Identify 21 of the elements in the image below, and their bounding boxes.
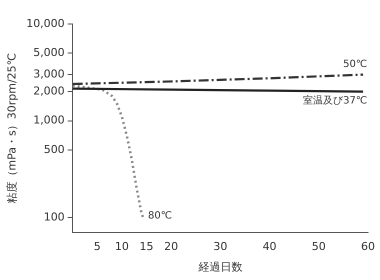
x-tick-label: 30 [213, 240, 228, 254]
x-tick-label: 20 [164, 240, 178, 254]
series-label: 80℃ [148, 210, 172, 222]
x-tick-label: 50 [312, 240, 326, 254]
y-tick-label: 10,000 [26, 16, 65, 30]
y-tick-label: 500 [44, 142, 65, 156]
x-axis-title: 経過日数 [197, 260, 242, 274]
series-label: 50℃ [343, 59, 368, 70]
x-tick-label: 60 [361, 240, 375, 254]
x-tick-label: 15 [140, 240, 154, 254]
y-axis-title: 粘度（mPa・s）30rpm/25℃ [5, 52, 18, 204]
y-tick-label: 2,000 [33, 84, 65, 98]
x-tick-label: 5 [94, 240, 101, 254]
y-tick-label: 100 [44, 210, 65, 224]
y-tick-label: 3,000 [33, 67, 65, 80]
y-tick-label: 1,000 [33, 114, 65, 127]
series-label: 室温及び37℃ [303, 94, 368, 106]
line-series [72, 74, 364, 86]
x-tick-label: 40 [262, 240, 277, 254]
x-tick-label: 10 [114, 240, 129, 254]
y-tick-label: 5,000 [33, 46, 65, 59]
